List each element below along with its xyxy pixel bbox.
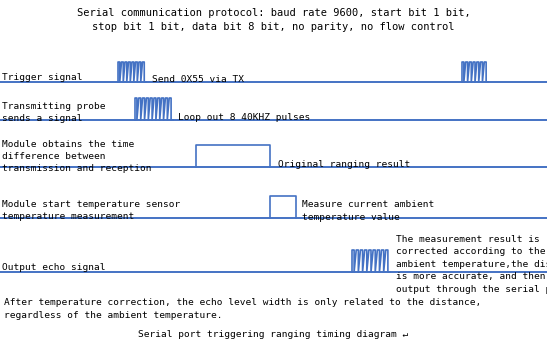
- Text: Send 0X55 via TX: Send 0X55 via TX: [152, 75, 244, 84]
- Text: Output echo signal: Output echo signal: [2, 263, 106, 272]
- Text: temperature measurement: temperature measurement: [2, 212, 134, 221]
- Text: Measure current ambient
temperature value: Measure current ambient temperature valu…: [302, 200, 434, 221]
- Text: Transmitting probe: Transmitting probe: [2, 102, 106, 111]
- Text: Original ranging result: Original ranging result: [278, 160, 410, 169]
- Text: Module obtains the time: Module obtains the time: [2, 140, 134, 149]
- Text: Trigger signal: Trigger signal: [2, 73, 83, 82]
- Text: After temperature correction, the echo level width is only related to the distan: After temperature correction, the echo l…: [4, 298, 481, 307]
- Text: regardless of the ambient temperature.: regardless of the ambient temperature.: [4, 311, 223, 320]
- Text: Module start temperature sensor: Module start temperature sensor: [2, 200, 181, 209]
- Text: Serial port triggering ranging timing diagram ↵: Serial port triggering ranging timing di…: [138, 330, 409, 339]
- Text: difference between: difference between: [2, 152, 106, 161]
- Text: sends a signal: sends a signal: [2, 114, 83, 123]
- Text: stop bit 1 bit, data bit 8 bit, no parity, no flow control: stop bit 1 bit, data bit 8 bit, no parit…: [92, 22, 455, 32]
- Text: The measurement result is
corrected according to the
ambient temperature,the dis: The measurement result is corrected acco…: [396, 235, 547, 294]
- Text: Loop out 8 40KHZ pulses: Loop out 8 40KHZ pulses: [178, 113, 310, 122]
- Text: transmission and reception: transmission and reception: [2, 164, 152, 173]
- Text: Serial communication protocol: baud rate 9600, start bit 1 bit,: Serial communication protocol: baud rate…: [77, 8, 470, 18]
